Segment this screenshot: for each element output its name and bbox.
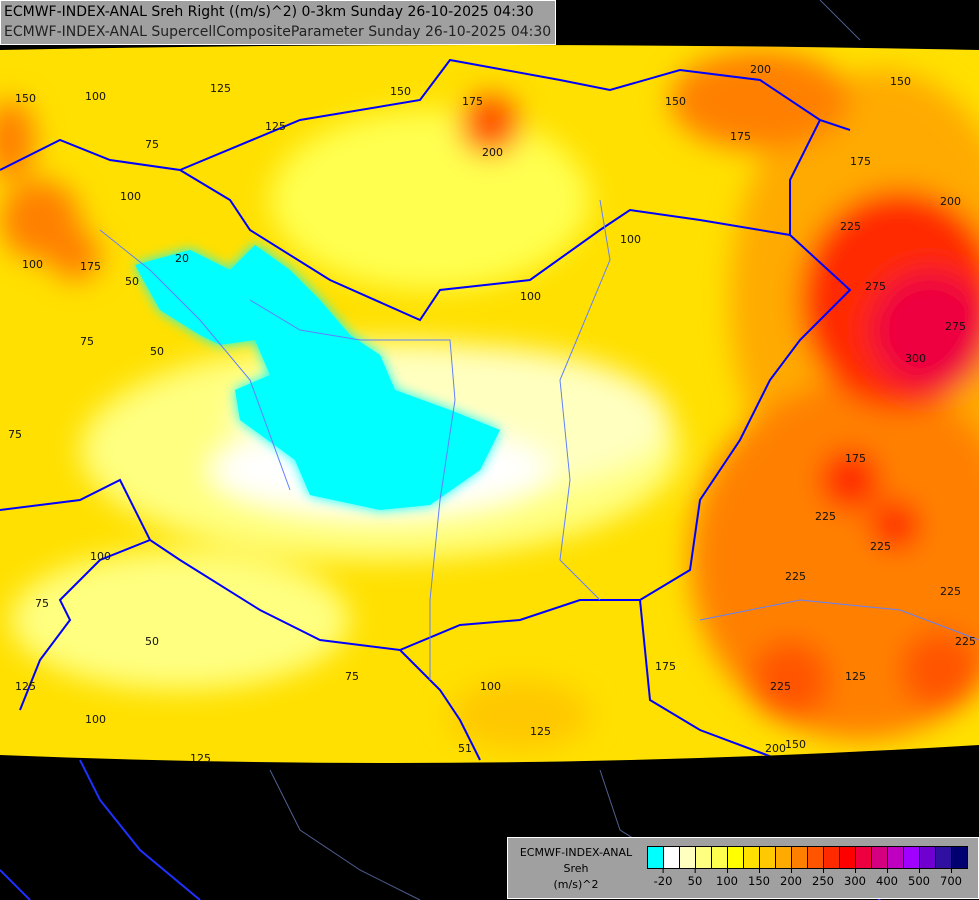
contour-label: 275 [945,320,966,333]
contour-label: 200 [765,742,786,755]
legend-tick-label: 300 [844,868,866,888]
contour-label: 225 [815,510,836,523]
contour-label: 20 [175,252,189,265]
legend-swatch [904,847,920,868]
legend-swatch [808,847,824,868]
contour-label: 125 [530,725,551,738]
contour-label: 75 [345,670,359,683]
contour-label: 125 [845,670,866,683]
contour-label: 100 [22,258,43,271]
contour-label: 175 [80,260,101,273]
contour-label: 100 [620,233,641,246]
contour-label: 75 [145,138,159,151]
legend-tick-label: -20 [654,868,672,888]
legend-swatch [872,847,888,868]
legend-model: ECMWF-INDEX-ANAL [519,846,633,859]
contour-label: 225 [840,220,861,233]
legend-tick-label: 250 [812,868,834,888]
legend-tick-label: 500 [908,868,930,888]
contour-label: 225 [870,540,891,553]
contour-label: 75 [8,428,22,441]
map-title: ECMWF-INDEX-ANAL Sreh Right ((m/s)^2) 0-… [0,0,557,45]
legend-swatch [744,847,760,868]
contour-label: 300 [905,352,926,365]
legend-swatch [648,847,664,868]
contour-label: 150 [665,95,686,108]
legend-variable: Sreh [563,862,589,875]
legend-swatch [776,847,792,868]
contour-label: 200 [940,195,961,208]
contour-label: 175 [730,130,751,143]
legend-swatch [680,847,696,868]
contour-label: 125 [15,680,36,693]
contour-label: 175 [845,452,866,465]
contour-label: 125 [190,752,211,765]
color-legend: ECMWF-INDEX-ANAL Sreh (m/s)^2 -20 50 100 15… [507,837,979,899]
legend-tick-label: 200 [780,868,802,888]
contour-label: 225 [940,585,961,598]
contour-label: 150 [15,92,36,105]
contour-label: 275 [865,280,886,293]
contour-label: 175 [655,660,676,673]
contour-label: 200 [750,63,771,76]
contour-label: 200 [482,146,503,159]
contour-label: 100 [480,680,501,693]
legend-swatch [760,847,776,868]
contour-label: 150 [785,738,806,751]
contour-label: 51 [458,742,472,755]
legend-swatch [920,847,936,868]
legend-swatch [824,847,840,868]
contour-label: 175 [462,95,483,108]
contour-label: 100 [520,290,541,303]
contour-label: 225 [955,635,976,648]
contour-label: 225 [770,680,791,693]
contour-label: 100 [85,90,106,103]
contour-label: 225 [785,570,806,583]
legend-swatch [792,847,808,868]
legend-swatch [840,847,856,868]
contour-label: 100 [85,713,106,726]
contour-label: 50 [150,345,164,358]
legend-swatch [696,847,712,868]
legend-swatch [712,847,728,868]
title-line-1: ECMWF-INDEX-ANAL Sreh Right ((m/s)^2) 0-… [4,4,534,20]
contour-label: 75 [80,335,94,348]
contour-label: 50 [125,275,139,288]
legend-swatch [728,847,744,868]
legend-swatch [936,847,952,868]
legend-swatch [952,847,967,868]
contour-label: 175 [850,155,871,168]
legend-title: ECMWF-INDEX-ANAL Sreh (m/s)^2 [508,845,644,893]
contour-labels: 150 1001251752001502001501751751501257510… [8,63,976,765]
legend-tick-label: 100 [716,868,738,888]
rivers [99,199,979,680]
contour-label: 75 [35,597,49,610]
contour-label: 150 [390,85,411,98]
legend-unit: (m/s)^2 [553,878,599,891]
legend-swatch [856,847,872,868]
legend-tick-label: 400 [876,868,898,888]
legend-swatch [664,847,680,868]
title-line-2: ECMWF-INDEX-ANAL SupercellCompositeParam… [4,24,552,40]
legend-tick-label: 150 [748,868,770,888]
contour-label: 125 [210,82,231,95]
legend-color-bar [647,846,968,869]
contour-label: 100 [120,190,141,203]
contour-label: 150 [890,75,911,88]
legend-swatch [888,847,904,868]
legend-tick-label: 700 [940,868,962,888]
contour-label: 125 [265,120,286,133]
contour-label: 100 [90,550,111,563]
country-borders [0,58,852,761]
legend-ticks: -20 50 100 150 200 250 300 400 500 700 [647,868,968,892]
legend-tick-label: 50 [688,868,702,888]
contour-label: 50 [145,635,159,648]
